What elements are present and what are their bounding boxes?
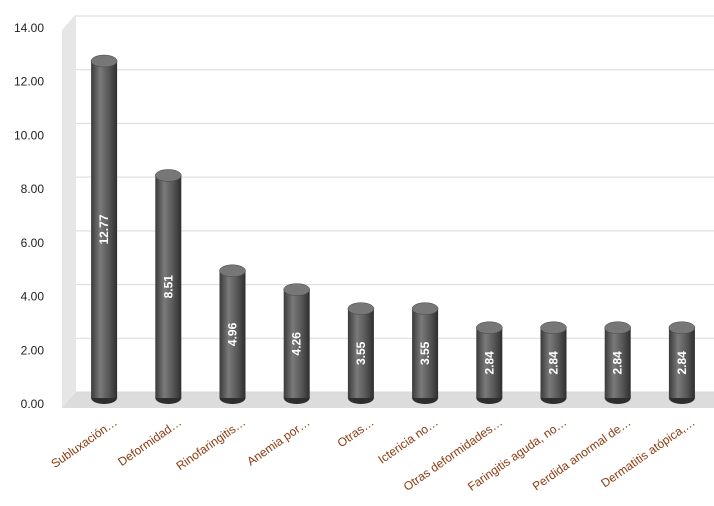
y-tick-label: 2.00 <box>21 343 45 357</box>
y-tick-label: 0.00 <box>21 397 45 411</box>
data-label: 3.55 <box>418 341 432 365</box>
bar-top <box>604 321 631 334</box>
bar-top <box>347 302 375 315</box>
data-label: 2.84 <box>547 351 561 375</box>
y-tick-label: 12.00 <box>14 75 44 89</box>
data-label: 2.84 <box>611 351 625 375</box>
data-label: 2.84 <box>482 351 496 375</box>
x-tick-label: Ictericia no… <box>375 415 440 467</box>
data-label: 12.77 <box>97 214 111 244</box>
x-tick-label: Subluxación… <box>48 415 119 471</box>
x-tick-label: Rinofaringitis… <box>174 415 249 473</box>
y-tick-label: 8.00 <box>21 182 45 196</box>
y-tick-label: 14.00 <box>14 21 44 35</box>
bar-top <box>90 54 118 68</box>
data-label: 3.55 <box>354 341 368 365</box>
bar-top <box>155 169 182 182</box>
bar-top <box>411 302 439 315</box>
bar <box>540 327 567 398</box>
data-label: 2.84 <box>675 351 689 375</box>
bar <box>347 308 374 398</box>
bar <box>668 327 695 398</box>
x-tick-label: Anemia por… <box>244 415 312 469</box>
bar-top <box>283 283 310 296</box>
bar-top <box>540 321 567 334</box>
bar-top <box>219 264 246 278</box>
bar-top <box>476 321 503 334</box>
side-wall <box>62 14 76 408</box>
y-tick-label: 6.00 <box>21 236 45 250</box>
bar <box>412 308 439 398</box>
bar <box>476 327 503 398</box>
bar <box>155 175 182 398</box>
bar <box>604 327 631 398</box>
bar <box>219 270 246 398</box>
data-label: 4.26 <box>290 332 304 356</box>
x-tick-label: Otras… <box>335 415 377 450</box>
y-tick-label: 4.00 <box>21 290 45 304</box>
bar <box>91 61 118 398</box>
bar <box>283 289 310 398</box>
y-tick-label: 10.00 <box>14 128 44 142</box>
bar-top <box>668 321 696 334</box>
data-label: 4.96 <box>226 322 240 346</box>
data-label: 8.51 <box>161 275 175 299</box>
